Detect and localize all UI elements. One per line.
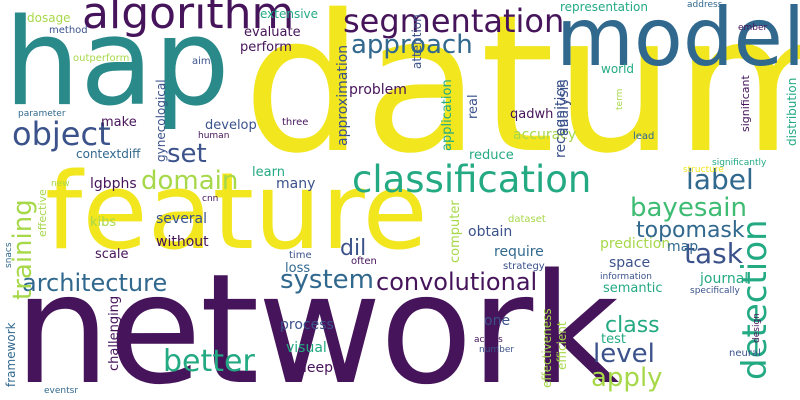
- word-datum: datum: [243, 0, 800, 195]
- word-approximation: approximation: [335, 44, 351, 146]
- word-network: network: [14, 241, 619, 400]
- word-three: three: [282, 117, 309, 128]
- word-dosage: dosage: [27, 11, 71, 25]
- word-real: real: [466, 94, 481, 119]
- word-cnn: cnn: [202, 194, 219, 204]
- word-label: label: [686, 163, 754, 196]
- word-framework: framework: [4, 322, 18, 387]
- word-object: object: [12, 115, 111, 153]
- word-loss: loss: [285, 261, 311, 276]
- word-make: make: [101, 115, 137, 130]
- word-significantly: significantly: [712, 158, 767, 168]
- word-often: often: [351, 256, 377, 267]
- word-class: class: [605, 313, 660, 338]
- word-number: number: [479, 345, 515, 355]
- word-problem: problem: [349, 82, 407, 98]
- word-topomask: topomask: [636, 218, 745, 243]
- word-across: across: [474, 335, 503, 345]
- word-process: process: [280, 317, 334, 333]
- word-one: one: [484, 313, 511, 329]
- word-classification: classification: [352, 158, 592, 201]
- word-challenging: challenging: [107, 295, 122, 371]
- word-scale: scale: [95, 247, 129, 262]
- word-bayesain: bayesain: [630, 193, 747, 223]
- word-deep: deep: [298, 360, 333, 376]
- word-information: information: [600, 272, 652, 282]
- word-lead: lead: [633, 131, 655, 142]
- word-term: term: [615, 88, 625, 110]
- word-better: better: [163, 344, 255, 379]
- word-semantic: semantic: [603, 281, 663, 296]
- word-application: application: [440, 79, 455, 151]
- word-aim: aim: [192, 56, 211, 67]
- word-strategy: strategy: [503, 261, 545, 272]
- word-distribution: distribution: [785, 77, 799, 146]
- word-specifically: specifically: [690, 286, 740, 296]
- word-level: level: [593, 339, 655, 369]
- word-new: new: [51, 179, 70, 189]
- word-develop: develop: [205, 118, 257, 133]
- word-several: several: [156, 211, 208, 227]
- word-attention: attention: [410, 14, 424, 69]
- word-system: system: [280, 265, 374, 295]
- word-computer: computer: [448, 200, 463, 263]
- word-journal: journal: [700, 271, 749, 287]
- word-algorithm: algorithm: [82, 0, 295, 39]
- word-kibs: kibs: [90, 215, 117, 230]
- word-dil: dil: [340, 236, 367, 261]
- word-reduce: reduce: [469, 148, 514, 163]
- word-analysis: analysis: [556, 79, 572, 136]
- word-visual: visual: [286, 340, 327, 356]
- word-feature: feature: [45, 150, 428, 273]
- word-domain: domain: [141, 166, 239, 196]
- word-qadwh: qadwh: [510, 107, 554, 122]
- word-without: without: [156, 234, 209, 250]
- word-structure: structure: [683, 165, 724, 175]
- word-address: address: [687, 0, 723, 10]
- word-many: many: [276, 176, 316, 192]
- word-approach: approach: [351, 30, 473, 60]
- word-efficient: efficient: [555, 321, 569, 370]
- word-dataset: dataset: [508, 214, 546, 225]
- word-model: model: [556, 0, 800, 84]
- word-prediction: prediction: [600, 236, 671, 252]
- word-learn: learn: [252, 165, 285, 180]
- word-accuracy: accuracy: [513, 127, 577, 143]
- word-architecture: architecture: [22, 269, 168, 297]
- word-eventsr: eventsr: [44, 386, 79, 396]
- word-design: design: [752, 313, 762, 343]
- word-contextdiff: contextdiff: [76, 147, 141, 161]
- word-representation: representation: [560, 0, 649, 14]
- word-set: set: [167, 139, 207, 169]
- word-significant: significant: [739, 75, 752, 132]
- word-map: map: [667, 239, 699, 255]
- word-snacs: snacs: [4, 242, 14, 268]
- word-ember: ember: [738, 23, 768, 33]
- word-human: human: [198, 131, 230, 141]
- word-hap: hap: [4, 0, 230, 133]
- word-evaluate: evaluate: [244, 25, 301, 40]
- word-perform: perform: [240, 40, 292, 55]
- word-task: task: [684, 237, 743, 270]
- word-segmentation: segmentation: [343, 2, 565, 40]
- word-effective: effective: [36, 189, 49, 237]
- word-obtain: obtain: [468, 224, 513, 240]
- word-test: test: [601, 332, 626, 347]
- word-extensive: extensive: [260, 7, 319, 21]
- word-world: world: [601, 62, 635, 76]
- word-lgbphs: lgbphs: [90, 176, 137, 192]
- word-neural: neural: [729, 348, 761, 359]
- word-parameter: parameter: [18, 109, 66, 119]
- word-method: method: [49, 25, 88, 36]
- word-outperform: outperform: [73, 53, 130, 64]
- word-apply: apply: [591, 363, 663, 393]
- word-convolutional: convolutional: [376, 268, 538, 296]
- word-time: time: [289, 250, 312, 261]
- word-effectiveness: effectiveness: [540, 308, 554, 388]
- word-space: space: [609, 255, 651, 271]
- word-require: require: [494, 244, 544, 260]
- word-gynecological: gynecological: [154, 79, 168, 162]
